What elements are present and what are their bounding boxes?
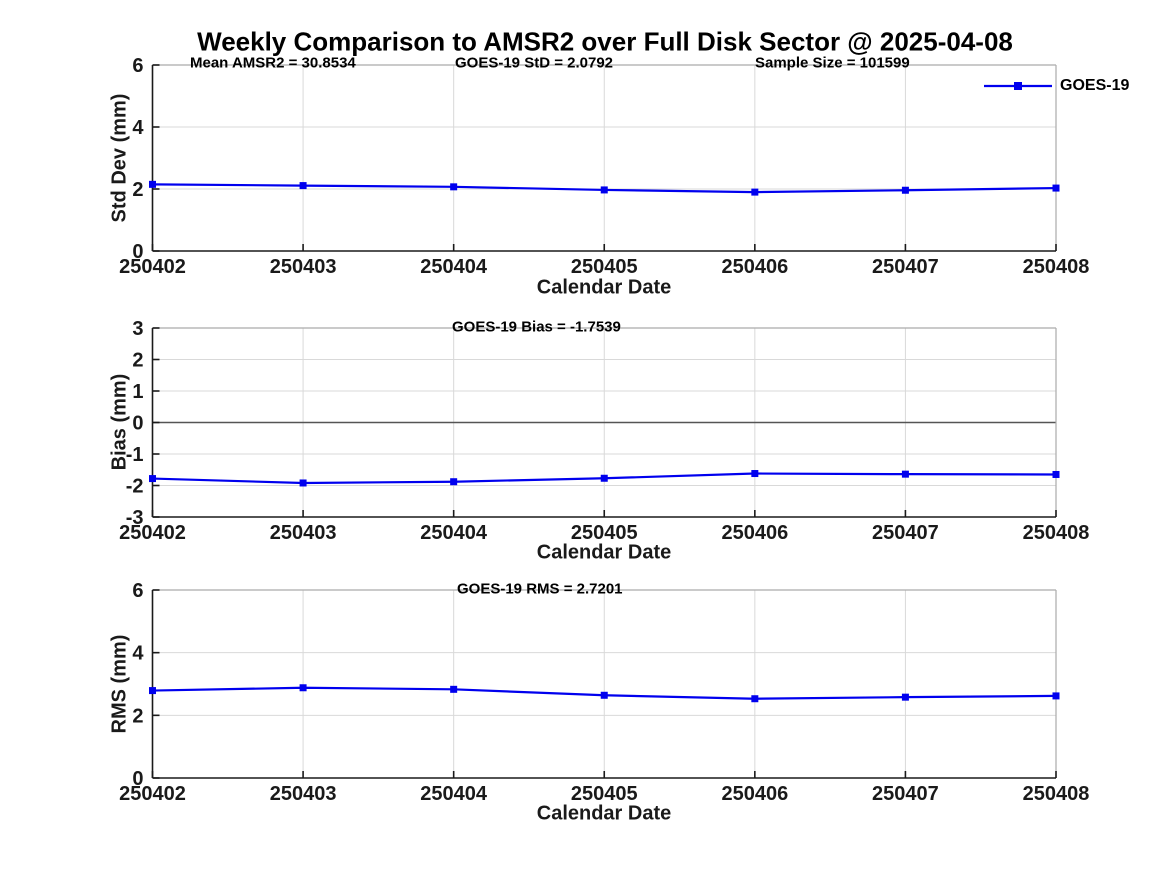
data-point-marker — [751, 470, 759, 478]
annotation-goes19-bias: GOES-19 Bias = -1.7539 — [452, 318, 621, 336]
x-axis-label-panel3: Calendar Date — [536, 802, 672, 825]
annotation-goes19-rms: GOES-19 RMS = 2.7201 — [457, 580, 623, 598]
y-tick-label: 2 — [132, 179, 143, 201]
legend-label: GOES-19 — [1060, 77, 1130, 94]
data-point-marker — [901, 186, 909, 194]
data-point-marker — [751, 695, 759, 703]
data-point-marker — [600, 186, 608, 194]
legend: GOES-19 — [984, 77, 1129, 95]
legend-line-sample — [984, 82, 1052, 90]
y-tick-label: 2 — [132, 350, 143, 372]
y-tick-label: 3 — [132, 318, 143, 340]
x-tick-label: 250404 — [420, 256, 488, 278]
x-tick-label: 250408 — [1023, 256, 1090, 278]
data-point-marker — [149, 180, 156, 188]
figure-title: Weekly Comparison to AMSR2 over Full Dis… — [197, 26, 1013, 57]
x-tick-label: 250404 — [420, 783, 488, 805]
y-axis-label-rms: RMS (mm) — [108, 634, 131, 734]
x-tick-label: 250406 — [721, 783, 788, 805]
y-tick-label: -2 — [126, 476, 144, 498]
legend-marker-icon — [1014, 82, 1022, 90]
x-tick-label: 250403 — [270, 522, 337, 544]
data-point-marker — [1052, 692, 1060, 700]
x-tick-label: 250402 — [119, 522, 186, 544]
data-point-marker — [149, 475, 156, 483]
x-tick-label: 250407 — [872, 256, 939, 278]
y-tick-label: 0 — [132, 768, 143, 790]
y-tick-label: -3 — [126, 507, 144, 529]
y-tick-label: 6 — [132, 55, 143, 77]
data-point-marker — [450, 685, 458, 693]
data-point-marker — [299, 182, 307, 190]
x-tick-label: 250407 — [872, 783, 939, 805]
data-point-marker — [450, 478, 458, 486]
annotation-sample-size: Sample Size = 101599 — [755, 54, 910, 72]
y-axis-label-bias: Bias (mm) — [108, 373, 131, 471]
y-tick-label: 6 — [132, 580, 143, 602]
x-tick-label: 250402 — [119, 256, 186, 278]
data-point-marker — [299, 479, 307, 487]
data-point-marker — [751, 188, 759, 196]
data-point-marker — [901, 470, 909, 478]
data-point-marker — [1052, 184, 1060, 192]
data-point-marker — [299, 684, 307, 692]
x-axis-label-panel1: Calendar Date — [536, 276, 672, 299]
x-tick-label: 250406 — [721, 522, 788, 544]
y-tick-label: -1 — [126, 444, 144, 466]
x-tick-label: 250405 — [571, 256, 638, 278]
x-tick-label: 250406 — [721, 256, 788, 278]
x-axis-label-panel2: Calendar Date — [536, 541, 672, 564]
annotation-mean-amsr2: Mean AMSR2 = 30.8534 — [190, 54, 356, 72]
x-tick-label: 250403 — [270, 256, 337, 278]
data-point-marker — [1052, 470, 1060, 478]
y-tick-label: 4 — [132, 117, 144, 139]
data-point-marker — [450, 183, 458, 191]
data-point-marker — [600, 691, 608, 699]
x-tick-label: 250407 — [872, 522, 939, 544]
data-point-marker — [901, 693, 909, 701]
y-tick-label: 4 — [132, 643, 144, 665]
y-axis-label-std-dev: Std Dev (mm) — [108, 93, 131, 223]
x-tick-label: 250403 — [270, 783, 337, 805]
data-point-marker — [149, 687, 156, 695]
y-tick-label: 0 — [132, 413, 143, 435]
annotation-goes19-std: GOES-19 StD = 2.0792 — [455, 54, 613, 72]
y-tick-label: 2 — [132, 705, 143, 727]
x-tick-label: 250402 — [119, 783, 186, 805]
x-tick-label: 250404 — [420, 522, 488, 544]
x-tick-label: 250405 — [571, 522, 638, 544]
data-point-marker — [600, 474, 608, 482]
y-tick-label: 0 — [132, 241, 143, 263]
x-tick-label: 250408 — [1023, 783, 1090, 805]
x-tick-label: 250405 — [571, 783, 638, 805]
x-tick-label: 250408 — [1023, 522, 1090, 544]
y-tick-label: 1 — [132, 381, 143, 403]
